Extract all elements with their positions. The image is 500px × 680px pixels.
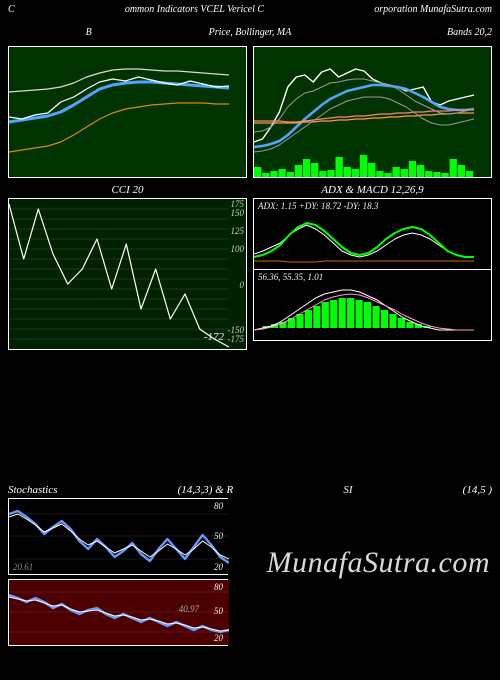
stoch-chart: 80 50 20 20.61 [8,498,228,575]
price-chart-wrap [253,46,492,178]
stoch-y80: 80 [214,501,223,511]
stoch-y50: 50 [214,531,223,541]
adx-macd-title: ADX & MACD 12,26,9 [253,184,492,196]
cci-title: CCI 20 [8,184,247,196]
header-c: C [8,4,15,15]
title-price: Price, Bollinger, MA [169,27,330,38]
price-chart [253,46,492,178]
chart-grid: CCI 20 -172 1751501251000-150-175 ADX & … [0,42,500,354]
cci-chart: -172 1751501251000-150-175 [8,198,247,350]
title-b: B [8,27,169,38]
rsi-title: SI [343,484,352,496]
rsi-params: (14,5 ) [463,484,492,496]
adx-label: ADX: 1.15 +DY: 18.72 -DY: 18.3 [258,201,378,211]
macd-chart: 56.36, 55.35, 1.01 [253,270,492,341]
row1-titles: B Price, Bollinger, MA Bands 20,2 [0,19,500,42]
cci-value: -172 [204,331,224,343]
stoch-y20: 20 [214,562,223,572]
stoch-corner: 20.61 [13,562,33,572]
macd-label: 56.36, 55.35, 1.01 [258,272,323,282]
title-bands: Bands 20,2 [331,27,492,38]
price-svg [254,47,474,177]
stoch-title: Stochastics [8,484,58,496]
stoch-svg [9,499,229,574]
rsi-corner: 40.97 [179,604,199,614]
rsi-chart: 80 50 20 40.97 [8,579,228,646]
watermark: MunafaSutra.com [267,546,490,580]
header-row: C ommon Indicators VCEL Vericel C orpora… [0,0,500,19]
bb-chart [8,46,247,178]
header-mid: ommon Indicators VCEL Vericel C [125,4,264,15]
cci-wrap: CCI 20 -172 1751501251000-150-175 [8,184,247,350]
adx-macd-wrap: ADX & MACD 12,26,9 ADX: 1.15 +DY: 18.72 … [253,184,492,350]
adx-chart: ADX: 1.15 +DY: 18.72 -DY: 18.3 [253,198,492,270]
rsi-y50: 50 [214,606,223,616]
rsi-y20: 20 [214,633,223,643]
row3-titles: Stochastics (14,3,3) & R SI (14,5 ) [0,484,500,496]
stoch-params: (14,3,3) & R [178,484,234,496]
rsi-y80: 80 [214,582,223,592]
header-right: orporation MunafaSutra.com [374,4,492,15]
cci-svg [9,199,229,349]
bb-svg [9,47,229,177]
bb-chart-wrap [8,46,247,178]
